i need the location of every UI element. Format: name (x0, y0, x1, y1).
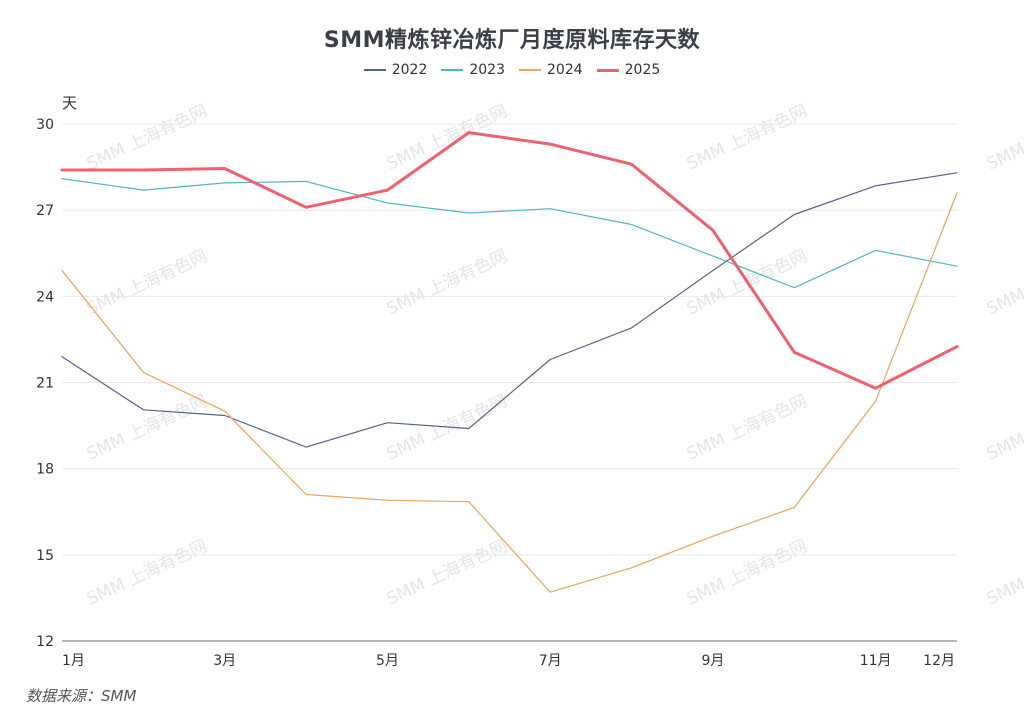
watermark-text: SMM 上海有色网 (384, 536, 511, 609)
legend-item-2023[interactable]: 2023 (441, 62, 505, 78)
y-tick-label: 24 (36, 289, 54, 305)
legend-label: 2022 (391, 62, 428, 78)
watermark-text: SMM 上海有色网 (84, 246, 211, 319)
data-source: 数据来源：SMM (26, 687, 137, 705)
x-tick-label: 5月 (376, 653, 399, 669)
legend-label: 2025 (624, 62, 661, 78)
series-line-2025 (60, 131, 959, 390)
legend: 2022 2023 2024 2025 (0, 62, 1024, 78)
series-line-2024 (61, 192, 958, 593)
watermark-text: SMM 上海有色网 (384, 391, 511, 464)
x-tick-label: 11月 (860, 653, 892, 669)
watermark-text: SMM 上海有色网 (984, 101, 1024, 174)
x-tick-label: 12月 (923, 653, 955, 669)
watermark-text: SMM 上海有色网 (984, 536, 1024, 609)
y-tick-label: 18 (36, 462, 54, 478)
legend-item-2022[interactable]: 2022 (363, 62, 428, 78)
legend-label: 2023 (469, 62, 505, 78)
y-tick-label: 30 (36, 117, 54, 133)
y-axis-unit: 天 (62, 94, 78, 112)
legend-label: 2024 (547, 62, 583, 78)
series-line-2022 (61, 172, 958, 448)
legend-item-2025[interactable]: 2025 (596, 62, 661, 78)
y-tick-label: 12 (36, 634, 54, 650)
legend-swatch (363, 69, 386, 71)
watermark-text: SMM 上海有色网 (384, 101, 511, 174)
y-tick-label: 27 (36, 203, 54, 219)
x-tick-label: 7月 (539, 653, 562, 669)
watermark-text: SMM 上海有色网 (984, 246, 1024, 319)
series-line-2023 (61, 178, 958, 289)
watermark-text: SMM 上海有色网 (84, 391, 211, 464)
chart-title: SMM精炼锌冶炼厂月度原料库存天数 (323, 28, 701, 53)
x-tick-label: 9月 (701, 653, 724, 669)
x-tick-label: 3月 (213, 653, 236, 669)
legend-swatch (596, 68, 619, 72)
watermark-text: SMM 上海有色网 (684, 391, 811, 464)
watermark-text: SMM 上海有色网 (684, 536, 811, 609)
watermark-text: SMM 上海有色网 (684, 101, 811, 174)
watermark-text: SMM 上海有色网 (384, 246, 511, 319)
legend-item-2024[interactable]: 2024 (519, 62, 583, 78)
watermark-text: SMM 上海有色网 (84, 101, 211, 174)
legend-swatch (441, 69, 464, 71)
watermark-text: SMM 上海有色网 (984, 391, 1024, 464)
y-tick-label: 21 (36, 376, 54, 392)
legend-swatch (519, 69, 541, 71)
y-tick-label: 15 (36, 548, 54, 564)
watermark-text: SMM 上海有色网 (84, 536, 211, 609)
x-tick-label: 1月 (62, 653, 85, 669)
